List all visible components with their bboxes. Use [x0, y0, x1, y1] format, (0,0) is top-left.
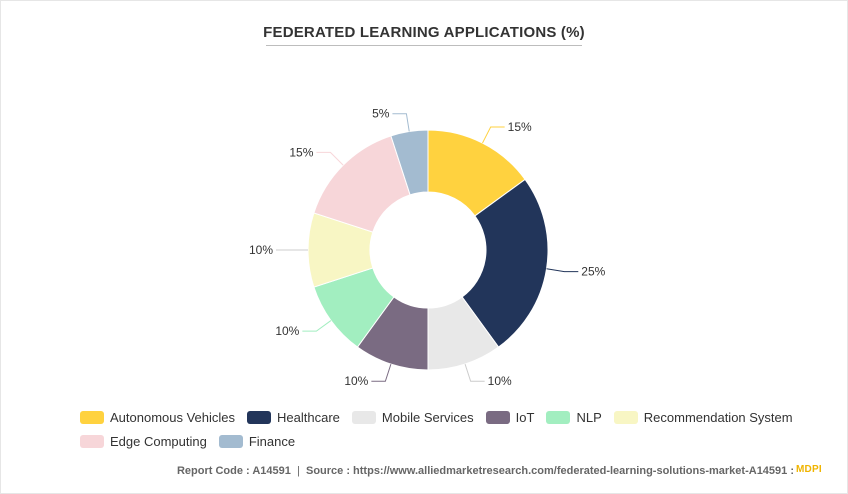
legend-swatch [218, 434, 243, 448]
data-label-edge-computing: 15% [289, 145, 313, 159]
legend-swatch [613, 410, 638, 424]
legend-item-nlp[interactable]: NLP [546, 409, 602, 425]
legend-label: Mobile Services [381, 409, 474, 425]
chart-title: FEDERATED LEARNING APPLICATIONS (%) [263, 24, 585, 41]
data-label-autonomous-vehicles: 15% [508, 120, 532, 134]
legend-item-edge-computing[interactable]: Edge Computing [80, 434, 207, 449]
legend-label: NLP [576, 409, 602, 425]
legend-swatch [247, 410, 272, 424]
source-footer: Report Code : A14591 | Source : https://… [177, 465, 794, 477]
slice-finance[interactable] [390, 129, 429, 196]
leader-line-finance [392, 113, 410, 132]
legend-label: IoT [515, 409, 535, 425]
leader-line-healthcare [546, 268, 579, 273]
leader-line-mobile-services [464, 363, 485, 382]
data-label-finance: 5% [372, 107, 390, 121]
legend-label: Recommendation System [643, 409, 793, 425]
leader-line-iot [371, 363, 392, 382]
title-underline [266, 45, 582, 46]
legend-swatch [80, 434, 104, 448]
legend-item-mobile-services[interactable]: Mobile Services [351, 409, 474, 425]
source-text: Source : https://www.alliedmarketresearc… [305, 465, 794, 477]
legend-swatch [546, 410, 571, 424]
leader-line-nlp [302, 320, 332, 332]
slice-healthcare[interactable] [461, 178, 549, 348]
legend-swatch [351, 410, 376, 424]
legend-item-recommendation-system[interactable]: Recommendation System [613, 409, 793, 425]
leader-line-autonomous-vehicles [482, 126, 505, 144]
report-code: Report Code : A14591 [176, 465, 291, 477]
legend-label: Autonomous Vehicles [110, 409, 236, 425]
legend-label: Healthcare [277, 409, 340, 425]
legend-item-finance[interactable]: Finance [218, 433, 296, 449]
legend-item-healthcare[interactable]: Healthcare [247, 410, 340, 425]
leader-line-edge-computing [316, 151, 344, 166]
data-label-mobile-services: 10% [488, 374, 512, 388]
data-label-nlp: 10% [275, 324, 299, 338]
mdpi-logo: MDPI [796, 464, 822, 475]
legend-label: Finance [248, 433, 296, 449]
legend-label: Edge Computing [110, 433, 207, 449]
footer-separator: | [297, 465, 300, 477]
chart-legend: Autonomous Vehicles Healthcare Mobile Se… [80, 405, 820, 453]
legend-swatch [485, 410, 510, 424]
legend-item-autonomous-vehicles[interactable]: Autonomous Vehicles [80, 410, 235, 425]
legend-swatch [80, 410, 104, 424]
legend-row-1: Autonomous Vehicles Healthcare Mobile Se… [80, 405, 820, 429]
data-label-iot: 10% [344, 374, 368, 388]
data-label-healthcare: 25% [581, 265, 605, 279]
data-label-recommendation-system: 10% [249, 243, 273, 257]
legend-item-iot[interactable]: IoT [485, 409, 535, 425]
legend-row-2: Edge Computing Finance [80, 429, 820, 453]
